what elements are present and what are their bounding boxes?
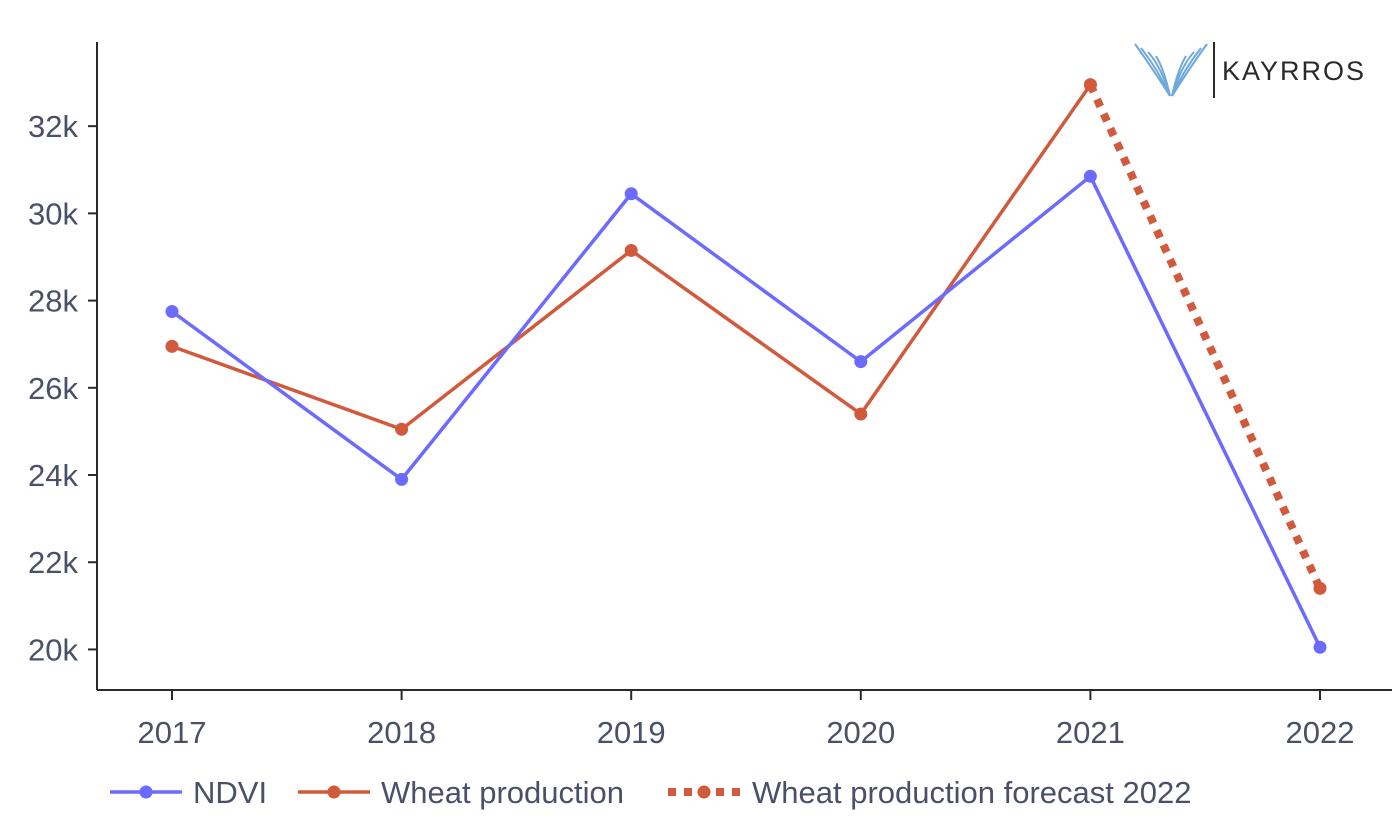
legend-item: NDVI: [110, 775, 267, 810]
data-point: [165, 304, 179, 318]
series-layer: [165, 78, 1327, 654]
legend-label: NDVI: [193, 775, 267, 810]
legend-item: Wheat production: [298, 775, 624, 810]
data-point: [624, 187, 638, 201]
y-tick-label: 20k: [28, 632, 78, 667]
data-point: [1313, 581, 1327, 595]
x-tick-label: 2020: [826, 715, 895, 750]
x-tick-label: 2021: [1056, 715, 1125, 750]
legend-label: Wheat production: [381, 775, 624, 810]
x-tick-label: 2018: [367, 715, 436, 750]
y-tick-label: 30k: [28, 196, 78, 231]
y-tick-label: 28k: [28, 284, 78, 319]
y-tick-label: 26k: [28, 371, 78, 406]
data-point: [624, 243, 638, 257]
x-tick-label: 2022: [1286, 715, 1355, 750]
data-point: [1313, 640, 1327, 654]
legend: NDVI Wheat production Wheat production for…: [110, 775, 1191, 810]
kayrros-logo: KAYRROS: [1134, 42, 1366, 98]
y-axis-ticks: 20k 22k 24k 26k 28k 30k 32k: [28, 109, 97, 667]
data-point: [395, 472, 409, 486]
x-tick-label: 2019: [597, 715, 666, 750]
data-point: [1083, 78, 1097, 92]
legend-label: Wheat production forecast 2022: [752, 775, 1191, 810]
series-line: [1086, 83, 1324, 591]
x-tick-label: 2017: [138, 715, 207, 750]
data-point: [854, 407, 868, 421]
y-tick-label: 32k: [28, 109, 78, 144]
x-axis-ticks: 2017 2018 2019 2020 2021 2022: [138, 690, 1355, 750]
series-line: [170, 174, 1322, 649]
data-point: [854, 355, 868, 369]
series-ndvi: [165, 169, 1327, 654]
series-wheat-production-forecast-2022: [1083, 78, 1327, 595]
data-point: [165, 339, 179, 353]
logo-text: KAYRROS: [1222, 56, 1366, 86]
legend-item: Wheat production forecast 2022: [668, 775, 1191, 810]
wings-icon: [1134, 43, 1208, 97]
data-point: [1083, 169, 1097, 183]
legend-swatch-marker: [327, 785, 341, 799]
data-point: [395, 422, 409, 436]
legend-swatch-marker: [139, 785, 153, 799]
series-wheat-production: [165, 78, 1097, 436]
y-tick-label: 24k: [28, 458, 78, 493]
series-line: [171, 83, 1092, 431]
y-tick-label: 22k: [28, 545, 78, 580]
legend-swatch-marker: [697, 785, 711, 799]
